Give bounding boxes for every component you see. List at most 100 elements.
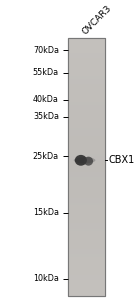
- Text: 40kDa: 40kDa: [33, 95, 59, 104]
- Bar: [68, 115, 105, 118]
- Bar: [68, 193, 105, 195]
- Bar: [68, 275, 105, 278]
- Bar: [68, 278, 105, 280]
- Bar: [68, 43, 105, 45]
- Bar: [68, 242, 105, 244]
- Bar: [68, 136, 105, 138]
- Bar: [68, 172, 105, 174]
- Bar: [68, 120, 105, 123]
- Bar: [68, 89, 105, 92]
- Bar: [68, 262, 105, 265]
- Bar: [68, 291, 105, 293]
- Bar: [68, 265, 105, 267]
- Bar: [68, 128, 105, 130]
- Bar: [68, 224, 105, 226]
- Text: 25kDa: 25kDa: [33, 152, 59, 160]
- Bar: [68, 190, 105, 193]
- Bar: [68, 252, 105, 254]
- Bar: [68, 118, 105, 120]
- Bar: [68, 45, 105, 48]
- Bar: [68, 94, 105, 97]
- Bar: [68, 280, 105, 283]
- Bar: [68, 63, 105, 66]
- Bar: [68, 213, 105, 216]
- Bar: [68, 208, 105, 211]
- Bar: [68, 187, 105, 190]
- Bar: [68, 138, 105, 141]
- Bar: [68, 92, 105, 94]
- Bar: [68, 177, 105, 180]
- Bar: [68, 79, 105, 81]
- Bar: [68, 203, 105, 206]
- Bar: [68, 68, 105, 71]
- Bar: [68, 110, 105, 112]
- Bar: [68, 221, 105, 223]
- Bar: [68, 40, 105, 43]
- Bar: [68, 38, 105, 296]
- Bar: [68, 226, 105, 229]
- Bar: [68, 283, 105, 285]
- Bar: [68, 74, 105, 76]
- Bar: [68, 270, 105, 272]
- Bar: [68, 206, 105, 208]
- Bar: [68, 216, 105, 218]
- Bar: [68, 195, 105, 198]
- Bar: [68, 125, 105, 128]
- Text: 10kDa: 10kDa: [33, 274, 59, 283]
- Bar: [68, 151, 105, 154]
- Bar: [68, 234, 105, 236]
- Bar: [68, 81, 105, 84]
- Bar: [68, 236, 105, 239]
- Bar: [68, 185, 105, 187]
- Bar: [68, 257, 105, 260]
- Bar: [68, 164, 105, 167]
- Bar: [68, 285, 105, 288]
- Bar: [68, 66, 105, 68]
- Bar: [68, 61, 105, 63]
- Text: 35kDa: 35kDa: [33, 112, 59, 121]
- Bar: [68, 231, 105, 234]
- Bar: [68, 229, 105, 231]
- Bar: [68, 58, 105, 61]
- Bar: [68, 293, 105, 296]
- Bar: [68, 56, 105, 58]
- Bar: [68, 288, 105, 291]
- Text: 70kDa: 70kDa: [33, 46, 59, 55]
- Text: 55kDa: 55kDa: [33, 68, 59, 77]
- Bar: [68, 141, 105, 143]
- Bar: [68, 143, 105, 146]
- Bar: [68, 247, 105, 249]
- Bar: [68, 244, 105, 247]
- Bar: [68, 182, 105, 185]
- Bar: [68, 76, 105, 79]
- Bar: [68, 272, 105, 275]
- Bar: [68, 50, 105, 53]
- Bar: [68, 156, 105, 159]
- Ellipse shape: [84, 157, 93, 166]
- Bar: [68, 159, 105, 161]
- Bar: [68, 38, 105, 40]
- Bar: [68, 254, 105, 257]
- Bar: [68, 239, 105, 242]
- Bar: [68, 71, 105, 74]
- Bar: [68, 38, 105, 296]
- Bar: [68, 84, 105, 87]
- Bar: [68, 130, 105, 133]
- Bar: [68, 102, 105, 105]
- Bar: [68, 218, 105, 221]
- Ellipse shape: [75, 155, 87, 166]
- Bar: [68, 107, 105, 110]
- Bar: [68, 48, 105, 50]
- Bar: [68, 148, 105, 151]
- Bar: [68, 123, 105, 125]
- Bar: [68, 133, 105, 136]
- Bar: [68, 112, 105, 115]
- Bar: [68, 167, 105, 169]
- Bar: [68, 180, 105, 182]
- Bar: [68, 105, 105, 107]
- Bar: [68, 100, 105, 102]
- Bar: [68, 267, 105, 270]
- Bar: [68, 249, 105, 252]
- Bar: [68, 161, 105, 164]
- Bar: [68, 200, 105, 203]
